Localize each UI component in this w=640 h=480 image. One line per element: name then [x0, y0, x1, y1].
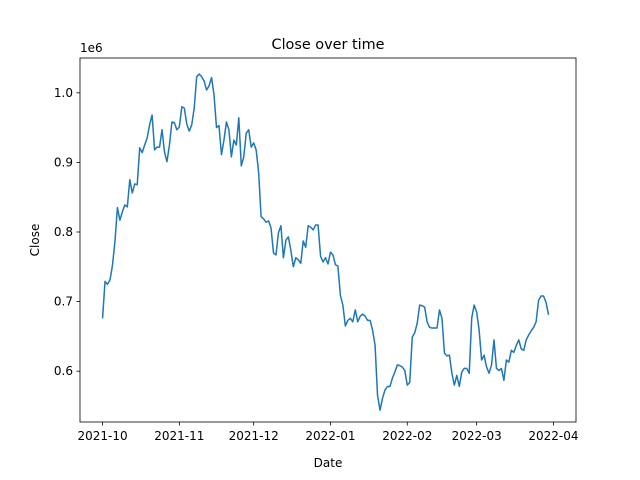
y-offset-label: 1e6	[80, 41, 103, 55]
x-tick-label: 2022-01	[305, 429, 355, 443]
y-tick-label: 0.7	[54, 295, 73, 309]
x-tick-label: 2021-11	[154, 429, 204, 443]
x-tick-label: 2022-03	[452, 429, 502, 443]
y-tick-label: 0.6	[54, 364, 73, 378]
x-tick-label: 2021-10	[77, 429, 127, 443]
axes-frame	[79, 57, 577, 423]
y-tick-label: 0.8	[54, 225, 73, 239]
chart-title: Close over time	[272, 37, 385, 53]
y-tick-label: 0.9	[54, 155, 73, 169]
x-tick-label: 2021-12	[229, 429, 279, 443]
x-tick-label: 2022-02	[382, 429, 432, 443]
line-series	[101, 73, 550, 411]
x-axis-label: Date	[314, 456, 343, 470]
y-tick-label: 1.0	[54, 86, 73, 100]
x-tick-label: 2022-04	[528, 429, 578, 443]
y-axis-label: Close	[28, 224, 42, 257]
